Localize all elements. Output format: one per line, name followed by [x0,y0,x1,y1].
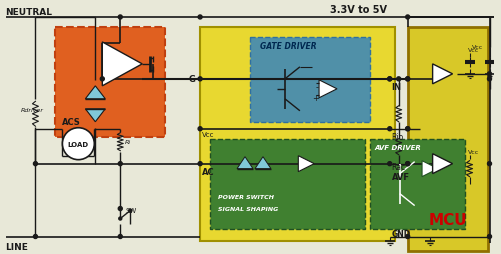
Circle shape [397,77,401,82]
Text: LOAD: LOAD [68,141,89,147]
Polygon shape [422,161,438,177]
Circle shape [198,127,202,131]
Bar [200,28,395,242]
Text: MCU: MCU [428,212,467,227]
Text: AVF: AVF [392,172,410,181]
Text: SW: SW [125,207,136,213]
Circle shape [100,77,104,82]
Polygon shape [85,86,105,99]
Circle shape [487,162,491,166]
Circle shape [198,77,202,82]
Bar [250,38,370,122]
Polygon shape [298,156,314,172]
Bar [370,139,464,229]
Bar [56,28,165,137]
Polygon shape [85,109,105,122]
Text: AC: AC [202,167,215,176]
Circle shape [388,77,392,82]
Circle shape [406,16,410,20]
Circle shape [487,235,491,239]
Text: Vcc: Vcc [472,45,483,50]
Text: G: G [188,75,195,84]
Text: Vcc: Vcc [202,131,214,137]
Circle shape [406,127,410,131]
Text: SIGNAL SHAPING: SIGNAL SHAPING [218,206,279,211]
Polygon shape [255,157,271,169]
Circle shape [406,127,410,131]
Circle shape [406,162,410,166]
Polygon shape [102,43,142,86]
Text: Ri: Ri [125,139,131,144]
Text: 3.3V to 5V: 3.3V to 5V [330,5,387,15]
Text: GND: GND [392,229,411,237]
Text: +: + [312,93,319,102]
Circle shape [118,207,122,211]
Text: NEUTRAL: NEUTRAL [6,8,53,17]
Text: GATE DRIVER: GATE DRIVER [260,42,317,51]
Text: Rio: Rio [392,132,404,141]
Circle shape [34,162,38,166]
Circle shape [129,209,132,212]
Text: Vcc: Vcc [467,149,479,154]
Text: Rdriver: Rdriver [21,107,44,112]
Text: Rac: Rac [392,162,406,171]
Circle shape [34,235,38,239]
Text: -: - [316,83,319,91]
Polygon shape [319,81,337,98]
Circle shape [388,162,392,166]
Text: LINE: LINE [6,243,29,251]
Polygon shape [237,157,253,169]
Circle shape [63,128,94,160]
Text: IN: IN [392,83,402,91]
Polygon shape [433,154,452,174]
Circle shape [118,162,122,166]
Circle shape [118,16,122,20]
Bar [210,139,365,229]
Circle shape [118,235,122,239]
Circle shape [198,162,202,166]
Circle shape [388,127,392,131]
Bar [408,28,487,251]
Circle shape [119,217,122,220]
Circle shape [406,77,410,82]
Circle shape [487,77,491,82]
Text: POWER SWITCH: POWER SWITCH [218,194,274,199]
Circle shape [487,73,491,76]
Circle shape [198,16,202,20]
Circle shape [406,77,410,82]
Circle shape [406,162,410,166]
Circle shape [388,77,392,82]
Circle shape [406,235,410,239]
Polygon shape [433,65,452,85]
Text: ACS: ACS [63,117,81,126]
Text: Vcc: Vcc [467,48,479,53]
Text: AVF DRIVER: AVF DRIVER [375,144,421,150]
